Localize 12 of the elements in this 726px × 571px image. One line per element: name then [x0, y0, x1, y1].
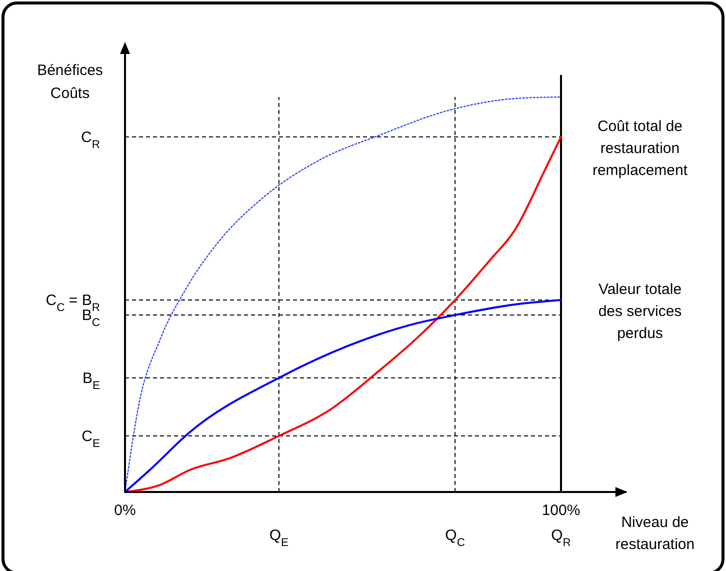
ref-line-label: B$_{E}$ [82, 370, 100, 392]
ref-line-label: Q$_{E}$ [269, 527, 289, 549]
ref-line-label: Q$_{R}$ [551, 527, 571, 549]
x-tick-label: 0% [114, 502, 136, 519]
x-tick-label: 100% [542, 502, 580, 519]
ref-line-label: C$_{E}$ [82, 428, 100, 450]
text: Coût total de restauration remplacement [592, 118, 688, 179]
ref-line-label: C$_{R}$ [81, 128, 100, 151]
ref-line-label: Q$_{C}$ [445, 527, 465, 549]
y-axis-title: Bénéfices Coûts [37, 62, 103, 102]
text: Valeur totale des services perdus [598, 281, 682, 342]
x-axis-title: Niveau de restauration [615, 514, 695, 553]
